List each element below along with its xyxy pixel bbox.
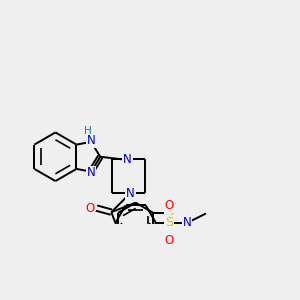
Text: O: O [85,202,94,214]
Text: N: N [87,134,95,147]
Text: O: O [165,199,174,212]
Text: S: S [165,206,173,219]
Text: N: N [87,167,95,179]
Text: H: H [84,125,92,136]
Text: S: S [165,217,173,230]
Text: N: N [123,153,132,166]
Text: N: N [126,187,135,200]
Text: N: N [183,217,191,230]
Text: O: O [165,234,174,247]
